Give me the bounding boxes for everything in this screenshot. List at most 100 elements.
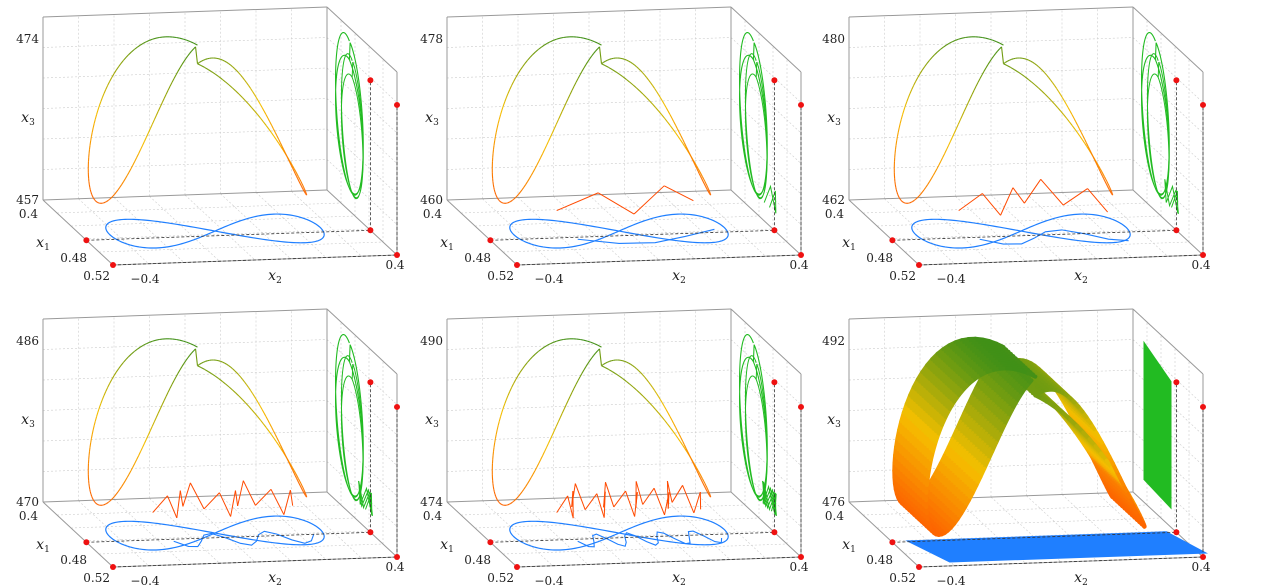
trajectory-segment [93, 119, 96, 124]
trajectory-segment [94, 416, 98, 422]
trajectory-segment [280, 146, 284, 151]
trajectory-segment [679, 441, 684, 446]
trajectory-segment [526, 480, 530, 485]
trajectory-segment [1100, 173, 1104, 177]
trajectory-segment [674, 434, 679, 439]
z-tick-label: 457 [16, 193, 39, 207]
trajectory-segment [232, 368, 236, 372]
trajectory-segment [125, 54, 130, 58]
marker-point [394, 252, 400, 258]
trajectory-segment [1082, 135, 1086, 140]
x-axis-label-subscript: 2 [1082, 276, 1088, 286]
floor-projection-curve [911, 213, 1131, 249]
trajectory-segment [502, 403, 506, 409]
axis-box-edge [326, 308, 398, 375]
trajectory-segment [131, 350, 135, 355]
trajectory-segment [667, 412, 671, 417]
trajectory-segment [496, 499, 499, 502]
trajectory-segment [679, 139, 684, 144]
trajectory-segment [218, 492, 232, 517]
trajectory-segment [97, 407, 100, 413]
trajectory-segment [262, 423, 267, 428]
trajectory-segment [183, 340, 187, 343]
trajectory-segment [989, 38, 993, 41]
trajectory-segment [680, 437, 684, 442]
y-axis-label-subscript: 1 [448, 545, 454, 555]
trajectory-segment [173, 74, 177, 79]
trajectory-segment [509, 84, 513, 90]
trajectory-segment [648, 79, 652, 84]
guide-dashed-line [892, 229, 1177, 241]
trajectory-segment [657, 396, 661, 400]
trajectory-segment [293, 170, 296, 174]
trajectory-segment [538, 157, 542, 162]
trajectory-segment [1017, 71, 1022, 75]
trajectory-segment [601, 63, 606, 66]
trajectory-segment [598, 46, 603, 64]
trajectory-segment [565, 98, 569, 103]
x-axis-label: x2 [672, 570, 686, 587]
trajectory-segment [517, 371, 521, 376]
y-axis-label: x1 [842, 235, 856, 253]
trajectory-segment [498, 502, 501, 504]
trajectory-segment [618, 375, 623, 380]
y-axis-label: x1 [440, 235, 454, 253]
trajectory-segment [238, 72, 242, 76]
floor-grid-line [553, 196, 624, 262]
marker-point [394, 554, 400, 560]
trajectory-segment [898, 197, 901, 200]
trajectory-segment [701, 478, 705, 482]
trajectory-segment [992, 39, 997, 43]
trajectory-segment [904, 101, 908, 107]
trajectory-segment [89, 189, 92, 193]
trajectory-segment [958, 193, 983, 212]
trajectory-segment [207, 371, 212, 375]
trajectory-segment [929, 56, 933, 61]
trajectory-segment [296, 173, 299, 177]
y-tick-label: 0.48 [866, 251, 893, 265]
trajectory-segment [675, 124, 678, 129]
axis-box-edge [1132, 189, 1204, 256]
trajectory-segment [497, 421, 500, 426]
trajectory-segment [707, 492, 710, 495]
trajectory-segment [943, 44, 947, 48]
trajectory-segment [200, 65, 205, 68]
trajectory-segment [1009, 58, 1012, 61]
trajectory-segment [532, 353, 536, 357]
trajectory-segment [115, 66, 120, 71]
x-tick-label: −0.4 [534, 574, 564, 587]
trajectory-segment [252, 393, 255, 397]
trajectory-segment [536, 161, 540, 166]
floor-grid-line [84, 228, 370, 240]
trajectory-segment [507, 88, 511, 94]
trajectory-segment [525, 181, 528, 185]
trajectory-segment [530, 474, 534, 478]
trajectory-segment [139, 42, 144, 46]
back-grid-line [446, 159, 732, 170]
wall-projection-curve [1140, 32, 1170, 196]
trajectory-segment [161, 400, 165, 405]
trajectory-segment [1034, 84, 1039, 89]
trajectory-segment [179, 339, 184, 342]
trajectory-segment [201, 361, 204, 364]
trajectory-segment [261, 107, 265, 112]
trajectory-segment [300, 184, 303, 187]
trajectory-segment [685, 447, 689, 452]
trajectory-segment [123, 358, 127, 363]
floor-projection-zigzag [577, 228, 715, 245]
trajectory-segment [702, 180, 705, 184]
trajectory-segment [625, 78, 630, 83]
trajectory-segment [97, 503, 99, 506]
trajectory-segment [563, 102, 567, 108]
trajectory-segment [274, 132, 278, 137]
trajectory-segment [707, 190, 710, 193]
trajectory-segment [157, 408, 161, 414]
trajectory-segment [152, 495, 168, 513]
trajectory-segment [230, 64, 234, 68]
trajectory-segment [1003, 63, 1008, 66]
trajectory-segment [91, 429, 94, 435]
trajectory-segment [571, 387, 575, 393]
trajectory-segment [632, 63, 636, 66]
trajectory-segment [691, 159, 695, 163]
